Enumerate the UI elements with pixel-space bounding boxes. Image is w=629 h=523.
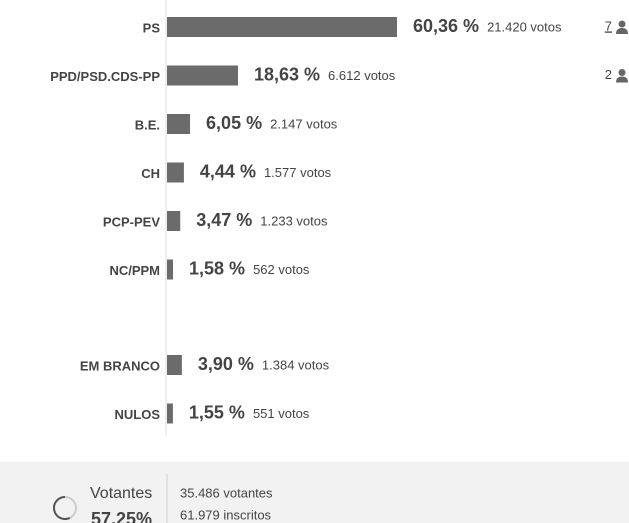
icon-body [616,28,628,34]
party-label: NC/PPM [109,263,160,278]
party-label: B.E. [135,117,160,132]
bar [167,211,181,231]
bar [167,65,238,86]
votes-label: 562 votos [253,262,310,277]
votes-label: 6.612 votos [328,68,396,83]
seats: 7 [605,18,612,33]
icon-head [618,69,626,76]
icon-head [618,20,626,28]
percent-label: 1,58 % [189,258,245,278]
bar [167,114,191,134]
percent-label: 60,36 % [413,16,479,36]
footer-bg [0,462,629,523]
bar [167,403,173,424]
percent-label: 3,47 % [196,210,252,230]
footer-percent: 57,25% [91,509,152,523]
percent-label: 6,05 % [206,113,262,133]
votes-label: 1.384 votos [262,357,330,372]
percent-label: 1,55 % [189,402,245,422]
party-label: PCP-PEV [103,214,160,229]
votes-label: 1.233 votos [260,213,328,228]
votes-label: 21.420 votos [487,19,562,34]
votes-label: 1.577 votos [264,165,332,180]
bar [167,162,184,183]
votes-label: 2.147 votos [270,116,338,131]
percent-label: 3,90 % [198,354,254,374]
party-label: CH [141,166,160,181]
footer-registered: 61.979 inscritos [180,507,272,522]
footer-voters: 35.486 votantes [180,485,273,500]
bar [167,259,174,280]
party-label: EM BRANCO [80,358,160,373]
icon-body [616,76,628,83]
bar [167,355,182,375]
party-label: PS [143,20,161,35]
percent-label: 18,63 % [254,64,320,84]
progress-arc [53,496,71,520]
bar [167,17,397,37]
party-label: PPD/PSD.CDS-PP [50,69,160,84]
party-label: NULOS [115,407,161,422]
seat-icon [616,20,628,34]
percent-label: 4,44 % [200,161,256,181]
seats: 2 [605,67,612,82]
seat-icon [616,69,628,83]
footer-title: Votantes [90,485,152,502]
votes-label: 551 votos [253,406,310,421]
